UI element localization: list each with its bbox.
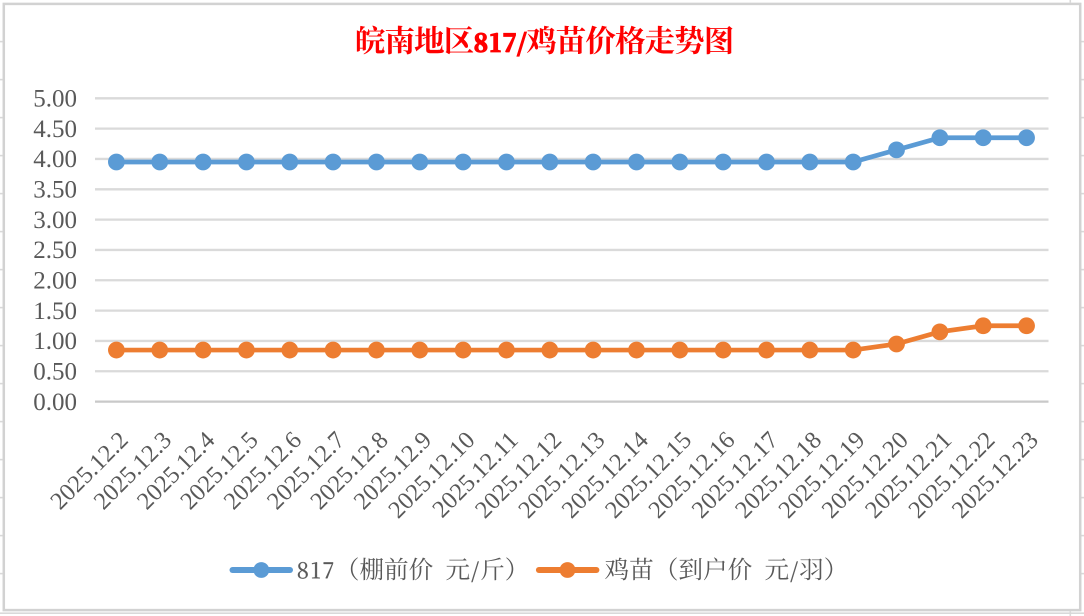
svg-text:4.00: 4.00 bbox=[33, 146, 77, 173]
svg-text:1.50: 1.50 bbox=[33, 298, 77, 325]
svg-text:5.00: 5.00 bbox=[33, 86, 77, 113]
svg-text:0.00: 0.00 bbox=[33, 389, 77, 416]
svg-text:3.00: 3.00 bbox=[33, 207, 77, 234]
svg-text:3.50: 3.50 bbox=[33, 176, 77, 203]
svg-text:2.50: 2.50 bbox=[33, 237, 77, 264]
svg-text:1.00: 1.00 bbox=[33, 328, 77, 355]
svg-text:0.50: 0.50 bbox=[33, 358, 77, 385]
svg-text:4.50: 4.50 bbox=[33, 116, 77, 143]
svg-text:2.00: 2.00 bbox=[33, 267, 77, 294]
